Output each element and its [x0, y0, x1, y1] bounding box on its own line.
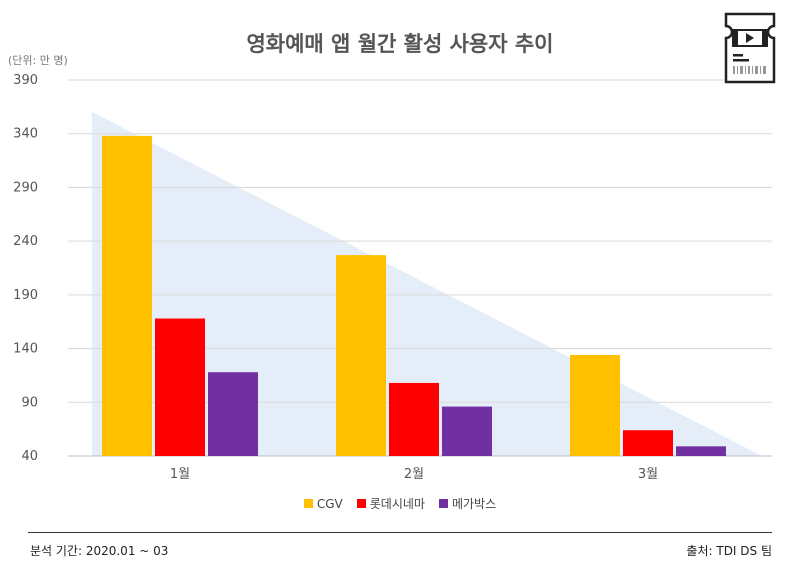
bar-메가박스-2월 [442, 406, 492, 456]
y-tick-label: 140 [13, 342, 38, 357]
x-tick-label: 2월 [404, 467, 424, 482]
footer-divider [28, 532, 772, 533]
legend-label-cgv: CGV [316, 496, 343, 511]
chart-title: 영화예매 앱 월간 활성 사용자 추이 [246, 32, 554, 56]
chart-legend: CGV 롯데시네마 메가박스 [0, 495, 800, 512]
legend-label-megabox: 메가박스 [451, 497, 497, 511]
bar-CGV-1월 [102, 135, 152, 456]
bar-메가박스-1월 [208, 372, 258, 456]
bar-CGV-2월 [336, 255, 386, 456]
legend-item-megabox: 메가박스 [438, 495, 497, 512]
legend-swatch-cgv [303, 499, 313, 508]
legend-swatch-megabox [438, 499, 448, 508]
y-tick-label: 340 [13, 127, 38, 142]
bar-롯데시네마-3월 [623, 430, 673, 456]
y-tick-label: 290 [13, 180, 38, 195]
y-tick-label: 240 [13, 234, 38, 249]
data-source: 출처: TDI DS 팀 [686, 544, 772, 558]
bar-롯데시네마-2월 [389, 382, 439, 456]
bar-롯데시네마-1월 [155, 318, 205, 456]
unit-label: (단위: 만 명) [8, 54, 68, 67]
y-tick-label: 90 [21, 395, 38, 410]
bar-CGV-3월 [570, 355, 620, 456]
legend-swatch-lotte [356, 499, 366, 508]
legend-item-lotte: 롯데시네마 [356, 495, 425, 512]
bar-메가박스-3월 [676, 446, 726, 456]
movie-ticket-icon [722, 12, 778, 84]
x-tick-label: 3월 [638, 467, 658, 482]
y-tick-label: 40 [21, 449, 38, 464]
y-tick-label: 190 [13, 288, 38, 303]
analysis-period: 분석 기간: 2020.01 ~ 03 [30, 544, 169, 558]
y-tick-label: 390 [13, 73, 38, 88]
legend-item-cgv: CGV [303, 495, 343, 512]
legend-label-lotte: 롯데시네마 [369, 497, 425, 511]
x-tick-label: 1월 [170, 467, 190, 482]
